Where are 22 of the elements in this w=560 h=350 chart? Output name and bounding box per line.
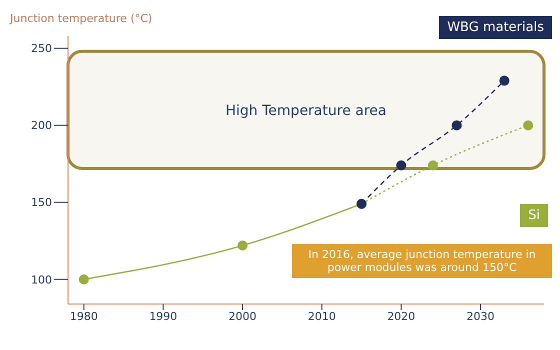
y-tick-label: 150 xyxy=(31,196,52,210)
point xyxy=(428,160,438,170)
y-tick-label: 250 xyxy=(31,42,52,56)
x-tick-label: 2010 xyxy=(308,310,336,323)
point xyxy=(499,76,510,86)
annotation: In 2016, average junction temperature in power modules was around 150°C xyxy=(292,244,552,278)
point xyxy=(396,160,406,170)
text: WBG materials xyxy=(439,16,552,39)
x-tick-label: 2030 xyxy=(466,310,495,323)
x-tick-label: 2000 xyxy=(228,310,257,323)
y-axis-title: Junction temperature (°C) xyxy=(10,12,152,25)
x-tick-label: 1980 xyxy=(70,310,98,323)
x-tick-label: 2020 xyxy=(387,310,416,323)
x-tick-label: 1990 xyxy=(149,310,178,323)
point xyxy=(523,120,534,130)
point xyxy=(452,120,462,130)
band-label: High Temperature area xyxy=(226,102,386,119)
text: Si xyxy=(520,204,548,227)
point xyxy=(78,274,89,284)
y-tick-label: 100 xyxy=(31,273,52,286)
point xyxy=(238,240,248,250)
y-tick-label: 200 xyxy=(31,119,52,132)
